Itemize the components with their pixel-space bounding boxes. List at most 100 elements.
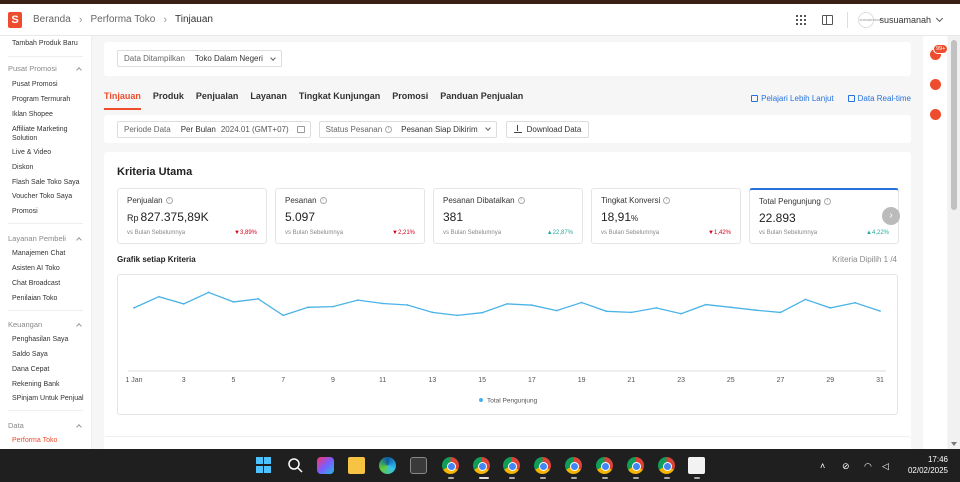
tab-penjualan[interactable]: Penjualan [195,91,239,101]
tab-layanan[interactable]: Layanan [250,91,287,101]
chart-selected-count[interactable]: Kriteria Dipilih 1 /4 [832,255,897,264]
download-data-button[interactable]: Download Data [505,120,590,138]
data-point[interactable] [356,299,359,301]
avatar[interactable]: susuamanah [858,11,882,28]
sidebar-item-penilaian-toko[interactable]: Penilaian Toko [12,295,58,302]
data-point[interactable] [779,311,782,314]
data-point[interactable] [282,314,285,317]
info-icon[interactable]: i [823,198,831,205]
data-point[interactable] [381,302,384,305]
next-arrow-button[interactable]: › [882,207,900,225]
scroll-down-icon[interactable] [951,442,957,446]
notification-icon[interactable] [930,49,941,60]
sidebar-item-promosi[interactable]: Promosi [12,208,38,215]
data-point[interactable] [158,295,160,298]
sidebar-item-spinjam[interactable]: SPinjam Untuk Penjual [12,395,84,402]
apps-grid-icon[interactable] [796,14,807,25]
data-point[interactable] [456,314,459,317]
network-off-icon[interactable]: ⊘ [842,461,850,471]
data-point[interactable] [655,307,658,309]
wifi-icon[interactable]: ◠ [864,461,872,471]
search-icon[interactable] [287,457,304,474]
scrollbar[interactable] [948,36,960,449]
order-status-select[interactable]: Status Pesanan i Pesanan Siap Dikirim [318,120,497,138]
breadcrumb-home[interactable]: Beranda [33,14,71,25]
chrome-icon[interactable] [473,457,490,474]
metric-card-pesanan[interactable]: Pesanan i 5.097 vs Bulan Sebelumnya ▼2,21% [275,188,425,244]
sidebar-group-title[interactable]: Layanan Pembeli [8,234,91,243]
info-icon[interactable]: i [385,125,393,133]
data-point[interactable] [232,301,235,303]
data-point[interactable] [207,291,210,294]
sidebar-item-live-video[interactable]: Live & Video [12,149,52,156]
help-icon[interactable] [930,79,941,90]
sidebar-item-diskon[interactable]: Diskon [12,164,34,171]
username[interactable]: susuamanah [879,14,931,25]
sidebar-group-title[interactable]: Pusat Promosi [8,64,91,73]
tab-panduan-penjualan[interactable]: Panduan Penjualan [440,91,524,101]
chrome-icon[interactable] [503,457,520,474]
info-icon[interactable]: i [663,197,671,204]
chrome-icon[interactable] [442,457,459,474]
display-selector[interactable]: Data Ditampilkan Toko Dalam Negeri [117,50,282,67]
sidebar-group-title[interactable]: Keuangan [8,320,91,329]
chrome-icon[interactable] [534,457,551,474]
data-point[interactable] [804,298,807,301]
tab-promosi[interactable]: Promosi [392,91,429,101]
sidebar-item-voucher[interactable]: Voucher Toko Saya [12,193,73,200]
sidebar-item-performa-toko[interactable]: Performa Toko [12,437,58,444]
copilot-icon[interactable] [317,457,334,474]
data-point[interactable] [555,309,558,312]
data-point[interactable] [133,307,135,309]
data-point[interactable] [580,301,583,304]
data-point[interactable] [307,306,309,309]
sidebar-item-iklan-shopee[interactable]: Iklan Shopee [12,111,53,118]
period-picker[interactable]: Periode Data Per Bulan 2024.01 (GMT+07) [117,120,311,138]
data-point[interactable] [531,304,533,307]
sidebar-item-chat-broadcast[interactable]: Chat Broadcast [12,280,61,287]
data-point[interactable] [829,307,832,309]
data-point[interactable] [854,301,856,304]
data-point[interactable] [879,310,881,312]
volume-icon[interactable]: ◁ [882,461,889,471]
data-point[interactable] [406,304,409,306]
data-point[interactable] [481,311,483,314]
data-point[interactable] [680,312,682,315]
sidebar-group-title[interactable]: Data [8,421,91,430]
tab-produk[interactable]: Produk [152,91,184,101]
tab-tingkat-kunjungan[interactable]: Tingkat Kunjungan [298,91,381,101]
chrome-icon[interactable] [658,457,675,474]
sidebar-item-flash-sale[interactable]: Flash Sale Toko Saya [12,179,80,186]
sidebar-item-tambah-produk[interactable]: Tambah Produk Baru [12,40,78,47]
data-point[interactable] [332,305,334,308]
sidebar-item-affiliate-marketing[interactable]: Affiliate Marketing Solution [12,126,68,142]
file-explorer-icon[interactable] [348,457,365,474]
realtime-data-link[interactable]: Data Real-time [847,94,911,103]
sidebar-item-pusat-promosi[interactable]: Pusat Promosi [12,81,58,88]
store-icon[interactable] [410,457,427,474]
chevron-up-icon[interactable]: ˄ [820,461,826,471]
data-point[interactable] [182,303,185,305]
data-point[interactable] [506,303,508,305]
clock[interactable]: 17:46 02/02/2025 [908,454,948,476]
tab-tinjauan[interactable]: Tinjauan [104,86,141,110]
metric-card-penjualan[interactable]: Penjualan i Rp 827.375,89K vs Bulan Sebelu… [117,188,267,244]
breadcrumb-performa-toko[interactable]: Performa Toko [90,14,156,25]
snipping-tool-icon[interactable] [688,457,705,474]
book-icon[interactable] [822,14,834,25]
sidebar-item-asisten-ai[interactable]: Asisten AI Toko [12,265,60,272]
chrome-icon[interactable] [565,457,582,474]
scrollbar-thumb[interactable] [951,40,957,210]
info-icon[interactable]: i [517,197,525,204]
chat-icon[interactable] [930,109,941,120]
data-point[interactable] [630,311,633,314]
sidebar-item-penghasilan[interactable]: Penghasilan Saya [12,336,69,343]
sidebar-item-program-termurah[interactable]: Program Termurah [12,96,71,103]
sidebar-item-rekening-bank[interactable]: Rekening Bank [12,381,60,388]
windows-start-icon[interactable] [256,457,273,474]
shopee-logo-icon[interactable]: S [8,11,22,28]
sidebar-item-dana-cepat[interactable]: Dana Cepat [12,366,50,373]
data-point[interactable] [705,303,707,306]
info-icon[interactable]: i [165,197,173,204]
metric-card-pesanan-dibatalkan[interactable]: Pesanan Dibatalkan i 381 vs Bulan Sebelum… [433,188,583,244]
